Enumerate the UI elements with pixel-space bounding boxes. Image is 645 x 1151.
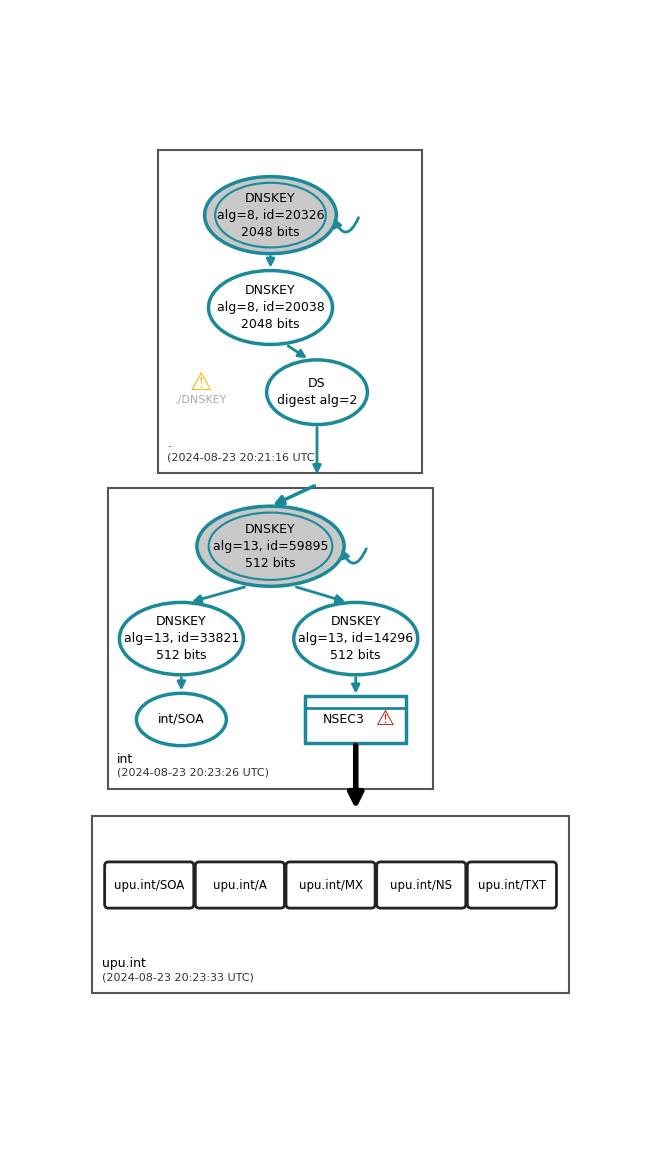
- Text: .: .: [168, 437, 172, 450]
- Text: ⚠: ⚠: [376, 709, 395, 730]
- FancyBboxPatch shape: [195, 862, 284, 908]
- Text: upu.int/SOA: upu.int/SOA: [114, 878, 184, 892]
- FancyBboxPatch shape: [92, 816, 569, 993]
- FancyBboxPatch shape: [286, 862, 375, 908]
- Text: NSEC3: NSEC3: [323, 712, 365, 726]
- Text: upu.int/MX: upu.int/MX: [299, 878, 362, 892]
- FancyBboxPatch shape: [104, 862, 194, 908]
- Text: upu.int/A: upu.int/A: [213, 878, 267, 892]
- Ellipse shape: [119, 602, 243, 674]
- FancyBboxPatch shape: [305, 696, 406, 742]
- Text: (2024-08-23 20:23:33 UTC): (2024-08-23 20:23:33 UTC): [101, 973, 253, 982]
- Text: ⚠: ⚠: [190, 371, 212, 395]
- Text: DNSKEY
alg=13, id=33821
512 bits: DNSKEY alg=13, id=33821 512 bits: [124, 615, 239, 662]
- Text: ./DNSKEY: ./DNSKEY: [175, 395, 227, 405]
- FancyBboxPatch shape: [158, 150, 422, 473]
- Ellipse shape: [197, 506, 344, 586]
- Text: DNSKEY
alg=13, id=14296
512 bits: DNSKEY alg=13, id=14296 512 bits: [298, 615, 413, 662]
- Ellipse shape: [208, 512, 332, 580]
- Ellipse shape: [204, 176, 337, 253]
- Text: int: int: [117, 753, 134, 765]
- Ellipse shape: [215, 183, 326, 247]
- Ellipse shape: [208, 270, 333, 344]
- FancyBboxPatch shape: [377, 862, 466, 908]
- Text: (2024-08-23 20:21:16 UTC): (2024-08-23 20:21:16 UTC): [168, 452, 319, 463]
- FancyBboxPatch shape: [468, 862, 557, 908]
- FancyBboxPatch shape: [108, 488, 433, 788]
- Text: DNSKEY
alg=8, id=20038
2048 bits: DNSKEY alg=8, id=20038 2048 bits: [217, 284, 324, 331]
- Ellipse shape: [293, 602, 418, 674]
- Text: upu.int/NS: upu.int/NS: [390, 878, 452, 892]
- Text: DNSKEY
alg=8, id=20326
2048 bits: DNSKEY alg=8, id=20326 2048 bits: [217, 191, 324, 238]
- Text: upu.int/TXT: upu.int/TXT: [478, 878, 546, 892]
- Ellipse shape: [137, 693, 226, 746]
- Text: int/SOA: int/SOA: [158, 712, 204, 726]
- Text: DS
digest alg=2: DS digest alg=2: [277, 378, 357, 407]
- Text: upu.int: upu.int: [101, 956, 145, 970]
- Ellipse shape: [266, 360, 368, 425]
- Text: (2024-08-23 20:23:26 UTC): (2024-08-23 20:23:26 UTC): [117, 768, 269, 778]
- Text: DNSKEY
alg=13, id=59895
512 bits: DNSKEY alg=13, id=59895 512 bits: [213, 523, 328, 570]
